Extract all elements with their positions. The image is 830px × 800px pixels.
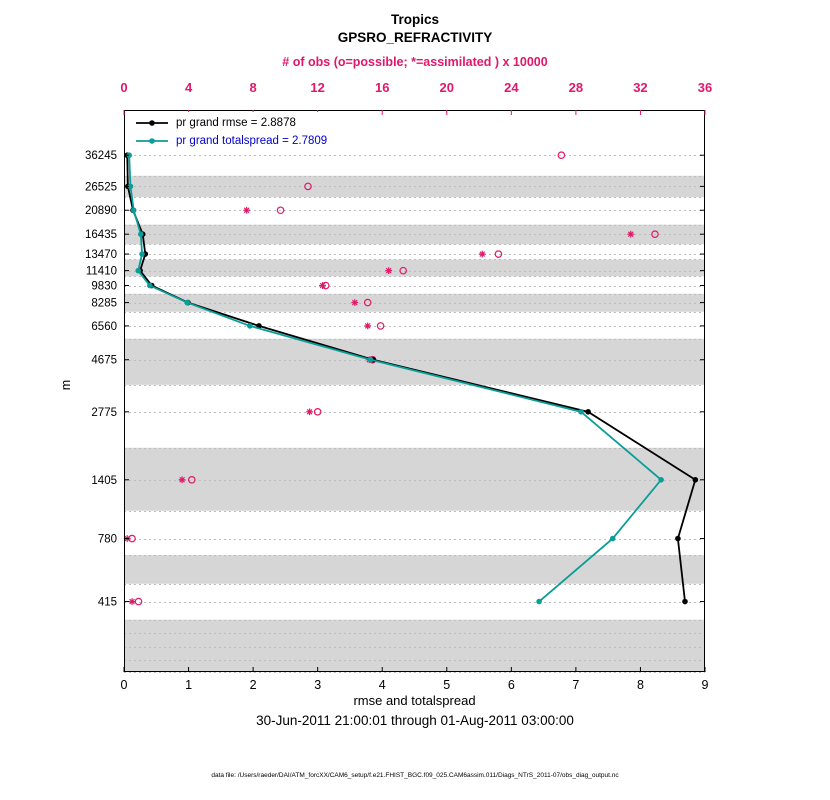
top-x-tick-label: 36	[698, 80, 712, 95]
obs-possible-marker	[557, 151, 566, 160]
x-tick-label: 4	[379, 678, 386, 692]
x-tick-label: 6	[508, 678, 515, 692]
series-marker-1	[139, 251, 145, 257]
series-marker-1	[658, 476, 664, 483]
y-tick-label: 9830	[91, 281, 117, 293]
obs-assimilated-marker	[478, 250, 486, 258]
chart-title: Tropics	[390, 12, 439, 27]
series-marker-1	[536, 598, 542, 605]
top-x-tick-label: 28	[569, 80, 583, 95]
series-marker-1	[126, 152, 132, 159]
level-band	[124, 293, 705, 312]
x-tick-label: 2	[250, 678, 257, 692]
obs-assimilated-marker	[178, 476, 186, 484]
obs-possible-marker	[276, 206, 285, 215]
level-band	[124, 447, 705, 511]
series-marker-1	[130, 207, 137, 214]
obs-assimilated-marker	[364, 322, 372, 330]
x-tick-label: 3	[314, 678, 321, 692]
data-file-label: data file: /Users/raeder/DAI/ATM_forcXX/…	[211, 772, 619, 779]
y-tick-label: 8285	[91, 298, 117, 310]
obs-assimilated-marker	[385, 267, 393, 275]
obs-possible-marker	[363, 298, 372, 307]
totalspread-line-swatch	[136, 138, 168, 144]
series-marker-1	[609, 535, 616, 542]
top-x-tick-label: 4	[185, 80, 193, 95]
top-x-tick-label: 12	[310, 80, 324, 95]
timespan-label: 30-Jun-2011 21:00:01 through 01-Aug-2011…	[256, 713, 574, 728]
series-marker-0	[585, 409, 591, 415]
series-line-1	[128, 155, 663, 603]
top-x-tick-label: 24	[504, 80, 519, 95]
y-tick-label: 6560	[91, 321, 117, 333]
obs-assimilated-marker	[306, 408, 313, 416]
level-band	[124, 259, 705, 277]
x-tick-label: 1	[185, 678, 192, 692]
obs-possible-marker	[651, 230, 659, 238]
obs-possible-marker	[134, 597, 143, 606]
obs-possible-marker	[376, 322, 385, 330]
y-tick-label: 16435	[85, 229, 117, 241]
y-tick-label: 36245	[85, 150, 117, 162]
x-tick-label: 0	[121, 678, 128, 692]
obs-assimilated-marker	[627, 230, 635, 238]
x-axis-label: rmse and totalspread	[353, 693, 476, 708]
obs-assimilated-marker	[128, 598, 136, 605]
series-marker-1	[147, 282, 153, 289]
series-marker-0	[682, 598, 688, 605]
y-tick-label: 20890	[85, 205, 117, 217]
y-tick-label: 13470	[85, 249, 117, 261]
y-tick-label: 11410	[86, 266, 117, 278]
x-tick-label: 8	[637, 678, 644, 692]
obs-possible-marker	[313, 408, 322, 416]
series-marker-1	[127, 183, 134, 190]
x-tick-label: 7	[572, 678, 579, 692]
y-tick-label: 1405	[91, 475, 117, 487]
series-marker-1	[247, 323, 253, 329]
series-marker-1	[135, 267, 142, 274]
obs-assimilated-marker	[351, 299, 359, 306]
x-tick-label: 5	[443, 678, 450, 692]
obs-assimilated-marker	[319, 282, 326, 289]
top-x-tick-label: 8	[249, 80, 256, 95]
y-tick-label: 4675	[91, 355, 117, 367]
legend: pr grand rmse = 2.8878 pr grand totalspr…	[130, 112, 336, 152]
legend-item-rmse: pr grand rmse = 2.8878	[134, 114, 327, 132]
series-marker-1	[137, 231, 144, 237]
x-tick-label: 9	[702, 678, 709, 692]
series-marker-1	[578, 409, 584, 415]
legend-label-rmse: pr grand rmse = 2.8878	[176, 117, 296, 129]
rmse-line-swatch	[136, 120, 168, 126]
obs-assimilated-marker	[243, 206, 251, 214]
top-x-tick-label: 32	[633, 80, 647, 95]
obs-possible-marker	[399, 266, 408, 275]
obs-possible-marker	[494, 250, 503, 258]
top-x-tick-label: 20	[440, 80, 454, 95]
obs-possible-marker	[304, 182, 312, 191]
obs-possible-marker	[187, 475, 196, 484]
level-band	[124, 619, 705, 672]
top-axis-label: # of obs (o=possible; *=assimilated ) x …	[282, 55, 548, 69]
chart-subtitle: GPSRO_REFRACTIVITY	[337, 30, 493, 45]
series-marker-1	[184, 299, 191, 306]
series-marker-1	[367, 356, 374, 363]
top-x-tick-label: 0	[120, 80, 127, 95]
axis-box	[124, 110, 705, 672]
series-marker-0	[675, 535, 681, 542]
level-band	[124, 338, 705, 385]
level-band	[124, 555, 705, 584]
legend-label-totalspread: pr grand totalspread = 2.7809	[176, 135, 328, 147]
legend-item-totalspread: pr grand totalspread = 2.7809	[134, 132, 327, 150]
y-tick-label: 26525	[85, 181, 117, 193]
y-tick-label: 780	[98, 534, 117, 546]
y-tick-label: 2775	[91, 407, 117, 419]
top-x-tick-label: 16	[375, 80, 389, 95]
series-marker-0	[692, 476, 699, 483]
y-tick-label: 415	[98, 597, 117, 609]
